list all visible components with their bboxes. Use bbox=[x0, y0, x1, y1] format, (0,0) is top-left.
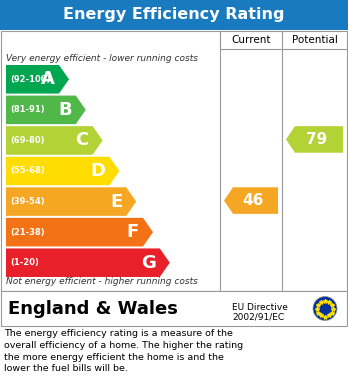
Polygon shape bbox=[286, 126, 343, 153]
Text: Current: Current bbox=[231, 35, 271, 45]
Polygon shape bbox=[224, 187, 278, 214]
Polygon shape bbox=[6, 126, 103, 155]
Bar bbox=[1, 31, 347, 291]
Polygon shape bbox=[6, 248, 170, 277]
Text: D: D bbox=[90, 162, 105, 180]
Bar bbox=[0, 0, 348, 30]
Circle shape bbox=[313, 296, 337, 321]
Bar bbox=[220, 31, 347, 49]
Text: A: A bbox=[41, 70, 55, 88]
Text: EU Directive: EU Directive bbox=[232, 303, 288, 312]
Text: England & Wales: England & Wales bbox=[8, 300, 178, 317]
Text: (92-100): (92-100) bbox=[10, 75, 50, 84]
Text: C: C bbox=[76, 131, 89, 149]
Text: Very energy efficient - lower running costs: Very energy efficient - lower running co… bbox=[6, 54, 198, 63]
Text: (69-80): (69-80) bbox=[10, 136, 45, 145]
Text: The energy efficiency rating is a measure of the
overall efficiency of a home. T: The energy efficiency rating is a measur… bbox=[4, 329, 243, 373]
Polygon shape bbox=[6, 187, 136, 216]
Text: 2002/91/EC: 2002/91/EC bbox=[232, 312, 284, 321]
Text: B: B bbox=[58, 101, 72, 119]
Bar bbox=[1, 291, 347, 326]
Text: 46: 46 bbox=[242, 193, 264, 208]
Text: (81-91): (81-91) bbox=[10, 105, 45, 114]
Text: (55-68): (55-68) bbox=[10, 167, 45, 176]
Text: F: F bbox=[127, 223, 139, 241]
Text: (1-20): (1-20) bbox=[10, 258, 39, 267]
Text: Potential: Potential bbox=[292, 35, 338, 45]
Polygon shape bbox=[6, 95, 86, 124]
Text: 79: 79 bbox=[306, 132, 327, 147]
Text: E: E bbox=[110, 193, 122, 211]
Polygon shape bbox=[6, 157, 119, 185]
Text: (39-54): (39-54) bbox=[10, 197, 45, 206]
Polygon shape bbox=[6, 65, 69, 93]
Polygon shape bbox=[6, 218, 153, 246]
Text: Energy Efficiency Rating: Energy Efficiency Rating bbox=[63, 7, 285, 23]
Text: G: G bbox=[141, 254, 156, 272]
Text: Not energy efficient - higher running costs: Not energy efficient - higher running co… bbox=[6, 277, 198, 286]
Text: (21-38): (21-38) bbox=[10, 228, 45, 237]
